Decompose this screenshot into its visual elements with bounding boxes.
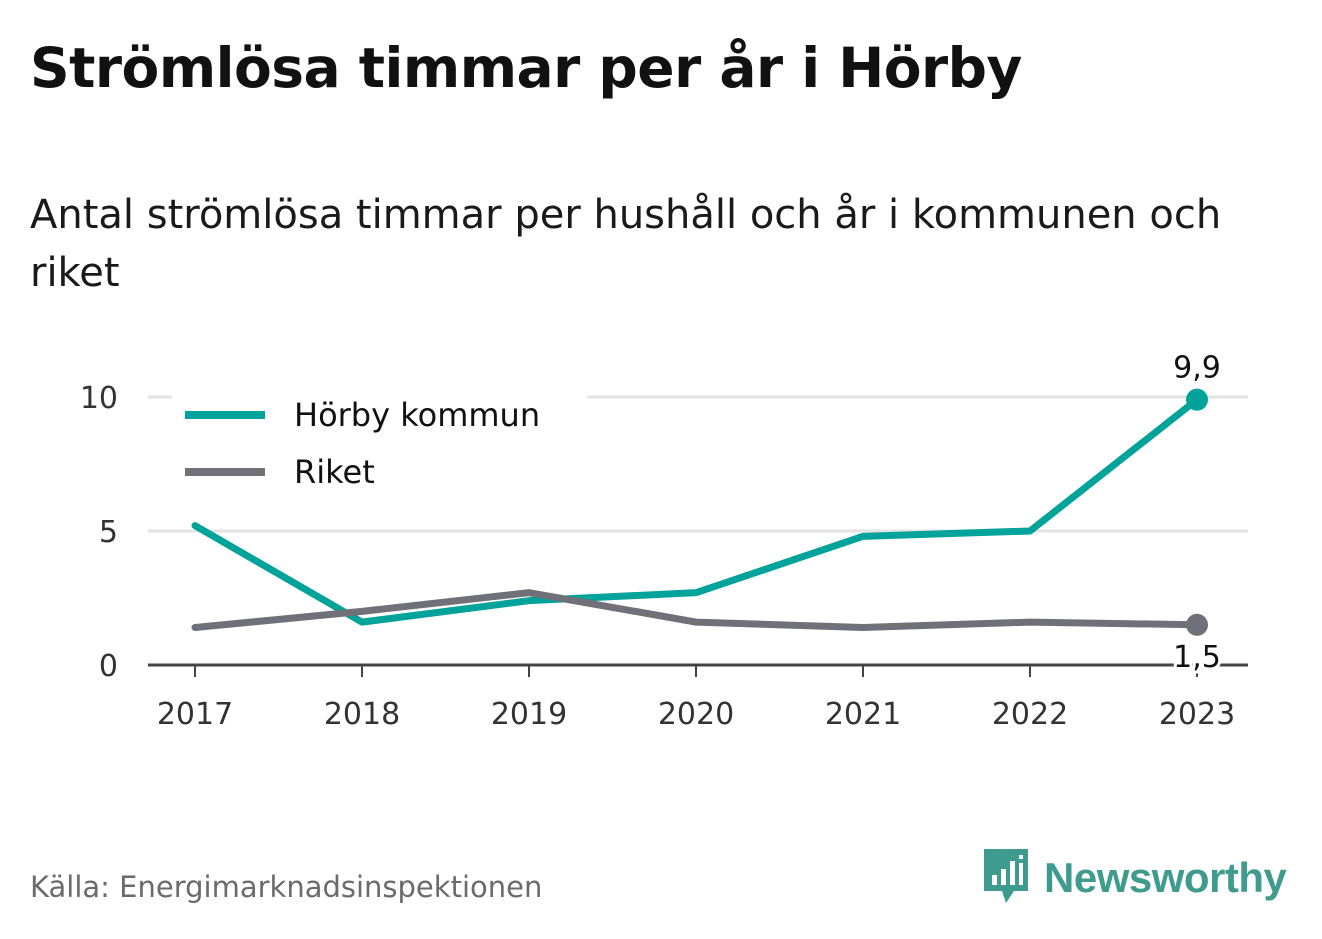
legend-label: Riket: [294, 453, 375, 491]
x-tick-label: 2021: [825, 697, 901, 732]
series-end-point: [1186, 613, 1208, 636]
legend-background: [172, 387, 587, 497]
chart-subtitle: Antal strömlösa timmar per hushåll och å…: [30, 192, 1222, 296]
x-tick-label: 2020: [658, 697, 734, 732]
series-line: [191, 396, 1201, 626]
x-tick-label: 2022: [992, 697, 1068, 732]
x-tick-label: 2017: [157, 697, 233, 732]
x-tick-label: 2019: [491, 697, 567, 732]
data-label: 9,9: [1173, 351, 1221, 386]
x-tick-label: 2023: [1159, 697, 1235, 732]
newsworthy-logo: Newsworthy: [980, 848, 1287, 908]
y-tick-label: 5: [99, 515, 118, 550]
x-tick-label: 2018: [324, 697, 400, 732]
axes: 0 5 10 2017 2018 2019 2020 2021 2022 2023: [80, 381, 1248, 732]
brand-name: Newsworthy: [1044, 854, 1287, 901]
series-lines: [191, 388, 1208, 636]
legend: Hörby kommun Riket: [172, 387, 587, 497]
data-label: 1,5: [1173, 640, 1221, 675]
source-note: Källa: Energimarknadsinspektionen: [30, 870, 543, 904]
data-labels: 9,9 1,5: [1170, 348, 1224, 678]
series-line: [191, 589, 1201, 631]
y-tick-label: 10: [80, 381, 118, 416]
series-end-point: [1186, 388, 1208, 411]
chart-title: Strömlösa timmar per år i Hörby: [30, 36, 1022, 100]
y-tick-label: 0: [99, 649, 118, 684]
newsworthy-logo-icon: [984, 849, 1028, 903]
legend-label: Hörby kommun: [294, 396, 540, 434]
